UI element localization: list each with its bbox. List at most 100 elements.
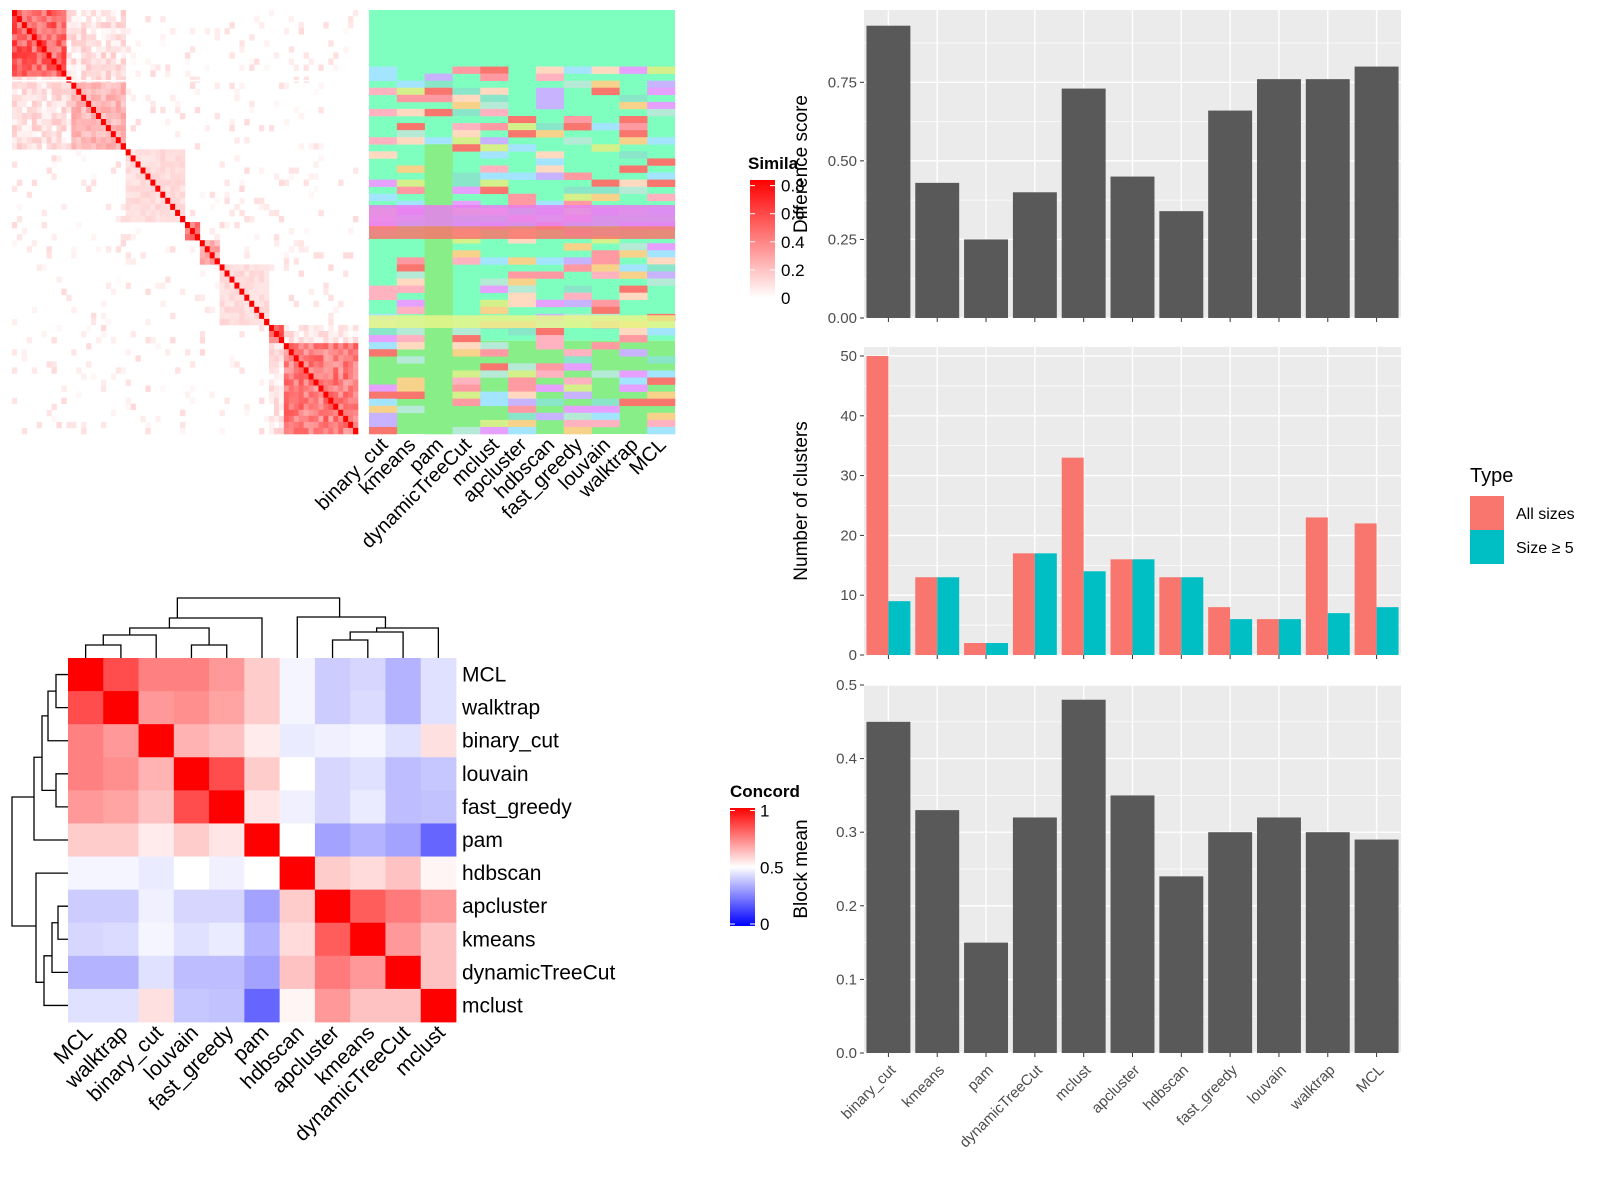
- heatmap-cell: [323, 343, 329, 350]
- heatmap-cell: [180, 288, 186, 295]
- bar-all-sizes: [1354, 523, 1377, 655]
- heatmap-cell: [71, 64, 77, 71]
- heatmap-cell: [209, 228, 215, 235]
- annotation-cell: [424, 285, 453, 293]
- heatmap-cell: [100, 385, 107, 392]
- heatmap-cell: [21, 82, 28, 90]
- heatmap-cell: [293, 379, 299, 386]
- heatmap-cell: [348, 367, 354, 374]
- heatmap-cell: [273, 240, 280, 247]
- heatmap-cell: [96, 119, 102, 126]
- annotation-cell: [591, 144, 620, 152]
- heatmap-cell: [41, 264, 47, 271]
- heatmap-cell: [328, 391, 334, 398]
- heatmap-cell: [12, 58, 18, 65]
- heatmap-cell: [115, 88, 122, 96]
- heatmap-cell: [16, 119, 23, 126]
- heatmap-cell: [71, 16, 77, 23]
- heatmap-cell: [273, 324, 280, 332]
- heatmap-cell: [293, 106, 299, 114]
- heatmap-cell: [31, 10, 38, 17]
- annotation-cell: [591, 179, 620, 187]
- heatmap-cell: [239, 46, 245, 53]
- heatmap-cell: [12, 222, 18, 229]
- annotation-cell: [480, 94, 509, 103]
- heatmap-cell: [239, 331, 245, 338]
- heatmap-cell: [283, 28, 290, 35]
- heatmap-cell: [338, 379, 344, 386]
- heatmap-cell: [224, 179, 230, 186]
- annotation-cell: [508, 172, 537, 180]
- heatmap-cell: [229, 264, 235, 271]
- heatmap-cell: [288, 58, 295, 65]
- heatmap-cell: [135, 228, 141, 235]
- heatmap-cell: [323, 403, 329, 411]
- concordance-row-labels: MCLwalktrapbinary_cutlouvainfast_greedyp…: [461, 664, 615, 1018]
- heatmap-cell: [185, 70, 191, 77]
- heatmap-cell: [264, 300, 270, 308]
- heatmap-cell: [269, 421, 275, 429]
- heatmap-cell: [91, 52, 97, 59]
- heatmap-cell: [115, 119, 122, 126]
- heatmap-cell: [51, 119, 57, 126]
- annotation-cell: [424, 73, 453, 81]
- annotation-cell: [508, 116, 537, 124]
- heatmap-cell: [259, 379, 265, 386]
- heatmap-cell: [318, 397, 324, 405]
- heatmap-cell: [120, 215, 126, 223]
- heatmap-cell: [46, 52, 52, 59]
- heatmap-cell: [31, 143, 38, 150]
- x-tick-label: louvain: [1244, 1062, 1290, 1108]
- heatmap-cell: [234, 300, 240, 308]
- heatmap-cell: [328, 343, 334, 350]
- heatmap-cell: [165, 197, 171, 205]
- heatmap-cell: [36, 22, 42, 29]
- heatmap-cell: [81, 52, 87, 59]
- heatmap-cell: [125, 191, 131, 199]
- heatmap-cell: [120, 125, 126, 132]
- heatmap-cell: [353, 397, 359, 405]
- heatmap-cell: [189, 361, 196, 368]
- heatmap-cell: [259, 312, 265, 320]
- annotation-cell: [535, 370, 565, 378]
- heatmap-cell: [333, 427, 339, 435]
- heatmap-cell: [214, 246, 220, 253]
- x-tick-label: binary_cut: [838, 1061, 900, 1123]
- heatmap-cell: [100, 64, 107, 71]
- heatmap-cell: [96, 94, 102, 102]
- heatmap-cell: [71, 252, 77, 259]
- heatmap-cell: [264, 306, 270, 314]
- heatmap-cell: [278, 324, 285, 332]
- heatmap-cell: [56, 82, 62, 90]
- annotation-cell: [396, 335, 425, 343]
- bar-size-ge5: [1327, 613, 1350, 655]
- heatmap-cell: [31, 40, 38, 47]
- heatmap-cell: [283, 379, 290, 386]
- concordance-cell: [173, 724, 210, 758]
- bar: [1012, 192, 1057, 318]
- annotation-cell: [424, 144, 453, 152]
- heatmap-cell: [353, 403, 359, 411]
- heatmap-cell: [254, 58, 260, 65]
- heatmap-cell: [96, 76, 102, 83]
- heatmap-cell: [66, 16, 72, 23]
- heatmap-cell: [170, 155, 176, 162]
- heatmap-cell: [12, 46, 18, 53]
- heatmap-cell: [264, 294, 270, 302]
- heatmap-cell: [51, 94, 57, 102]
- heatmap-cell: [224, 222, 230, 229]
- concordance-cell: [68, 724, 104, 758]
- heatmap-cell: [224, 282, 230, 289]
- annotation-cell: [563, 193, 592, 202]
- heatmap-cell: [96, 10, 102, 17]
- heatmap-cell: [269, 10, 275, 17]
- heatmap-cell: [105, 112, 112, 120]
- heatmap-cell: [51, 112, 57, 120]
- annotation-cell: [452, 144, 481, 152]
- heatmap-cell: [288, 246, 295, 253]
- heatmap-cell: [26, 64, 33, 71]
- concordance-row-label: mclust: [462, 994, 523, 1017]
- heatmap-cell: [56, 324, 62, 332]
- heatmap-cell: [91, 143, 97, 150]
- heatmap-cell: [120, 88, 126, 96]
